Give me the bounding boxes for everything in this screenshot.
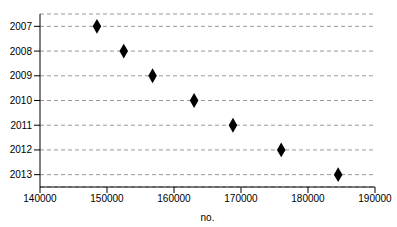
svg-text:no.: no. [201,212,215,223]
svg-text:180000: 180000 [291,193,325,204]
svg-text:150000: 150000 [90,193,124,204]
svg-text:2011: 2011 [10,120,32,131]
svg-text:2012: 2012 [10,144,33,155]
svg-text:2007: 2007 [10,21,33,32]
svg-text:190000: 190000 [358,193,389,204]
svg-text:2013: 2013 [10,169,33,180]
svg-text:2009: 2009 [10,70,33,81]
svg-text:170000: 170000 [224,193,258,204]
svg-text:160000: 160000 [157,193,191,204]
svg-text:2010: 2010 [10,95,33,106]
svg-text:140000: 140000 [23,193,57,204]
svg-text:2008: 2008 [10,46,33,57]
